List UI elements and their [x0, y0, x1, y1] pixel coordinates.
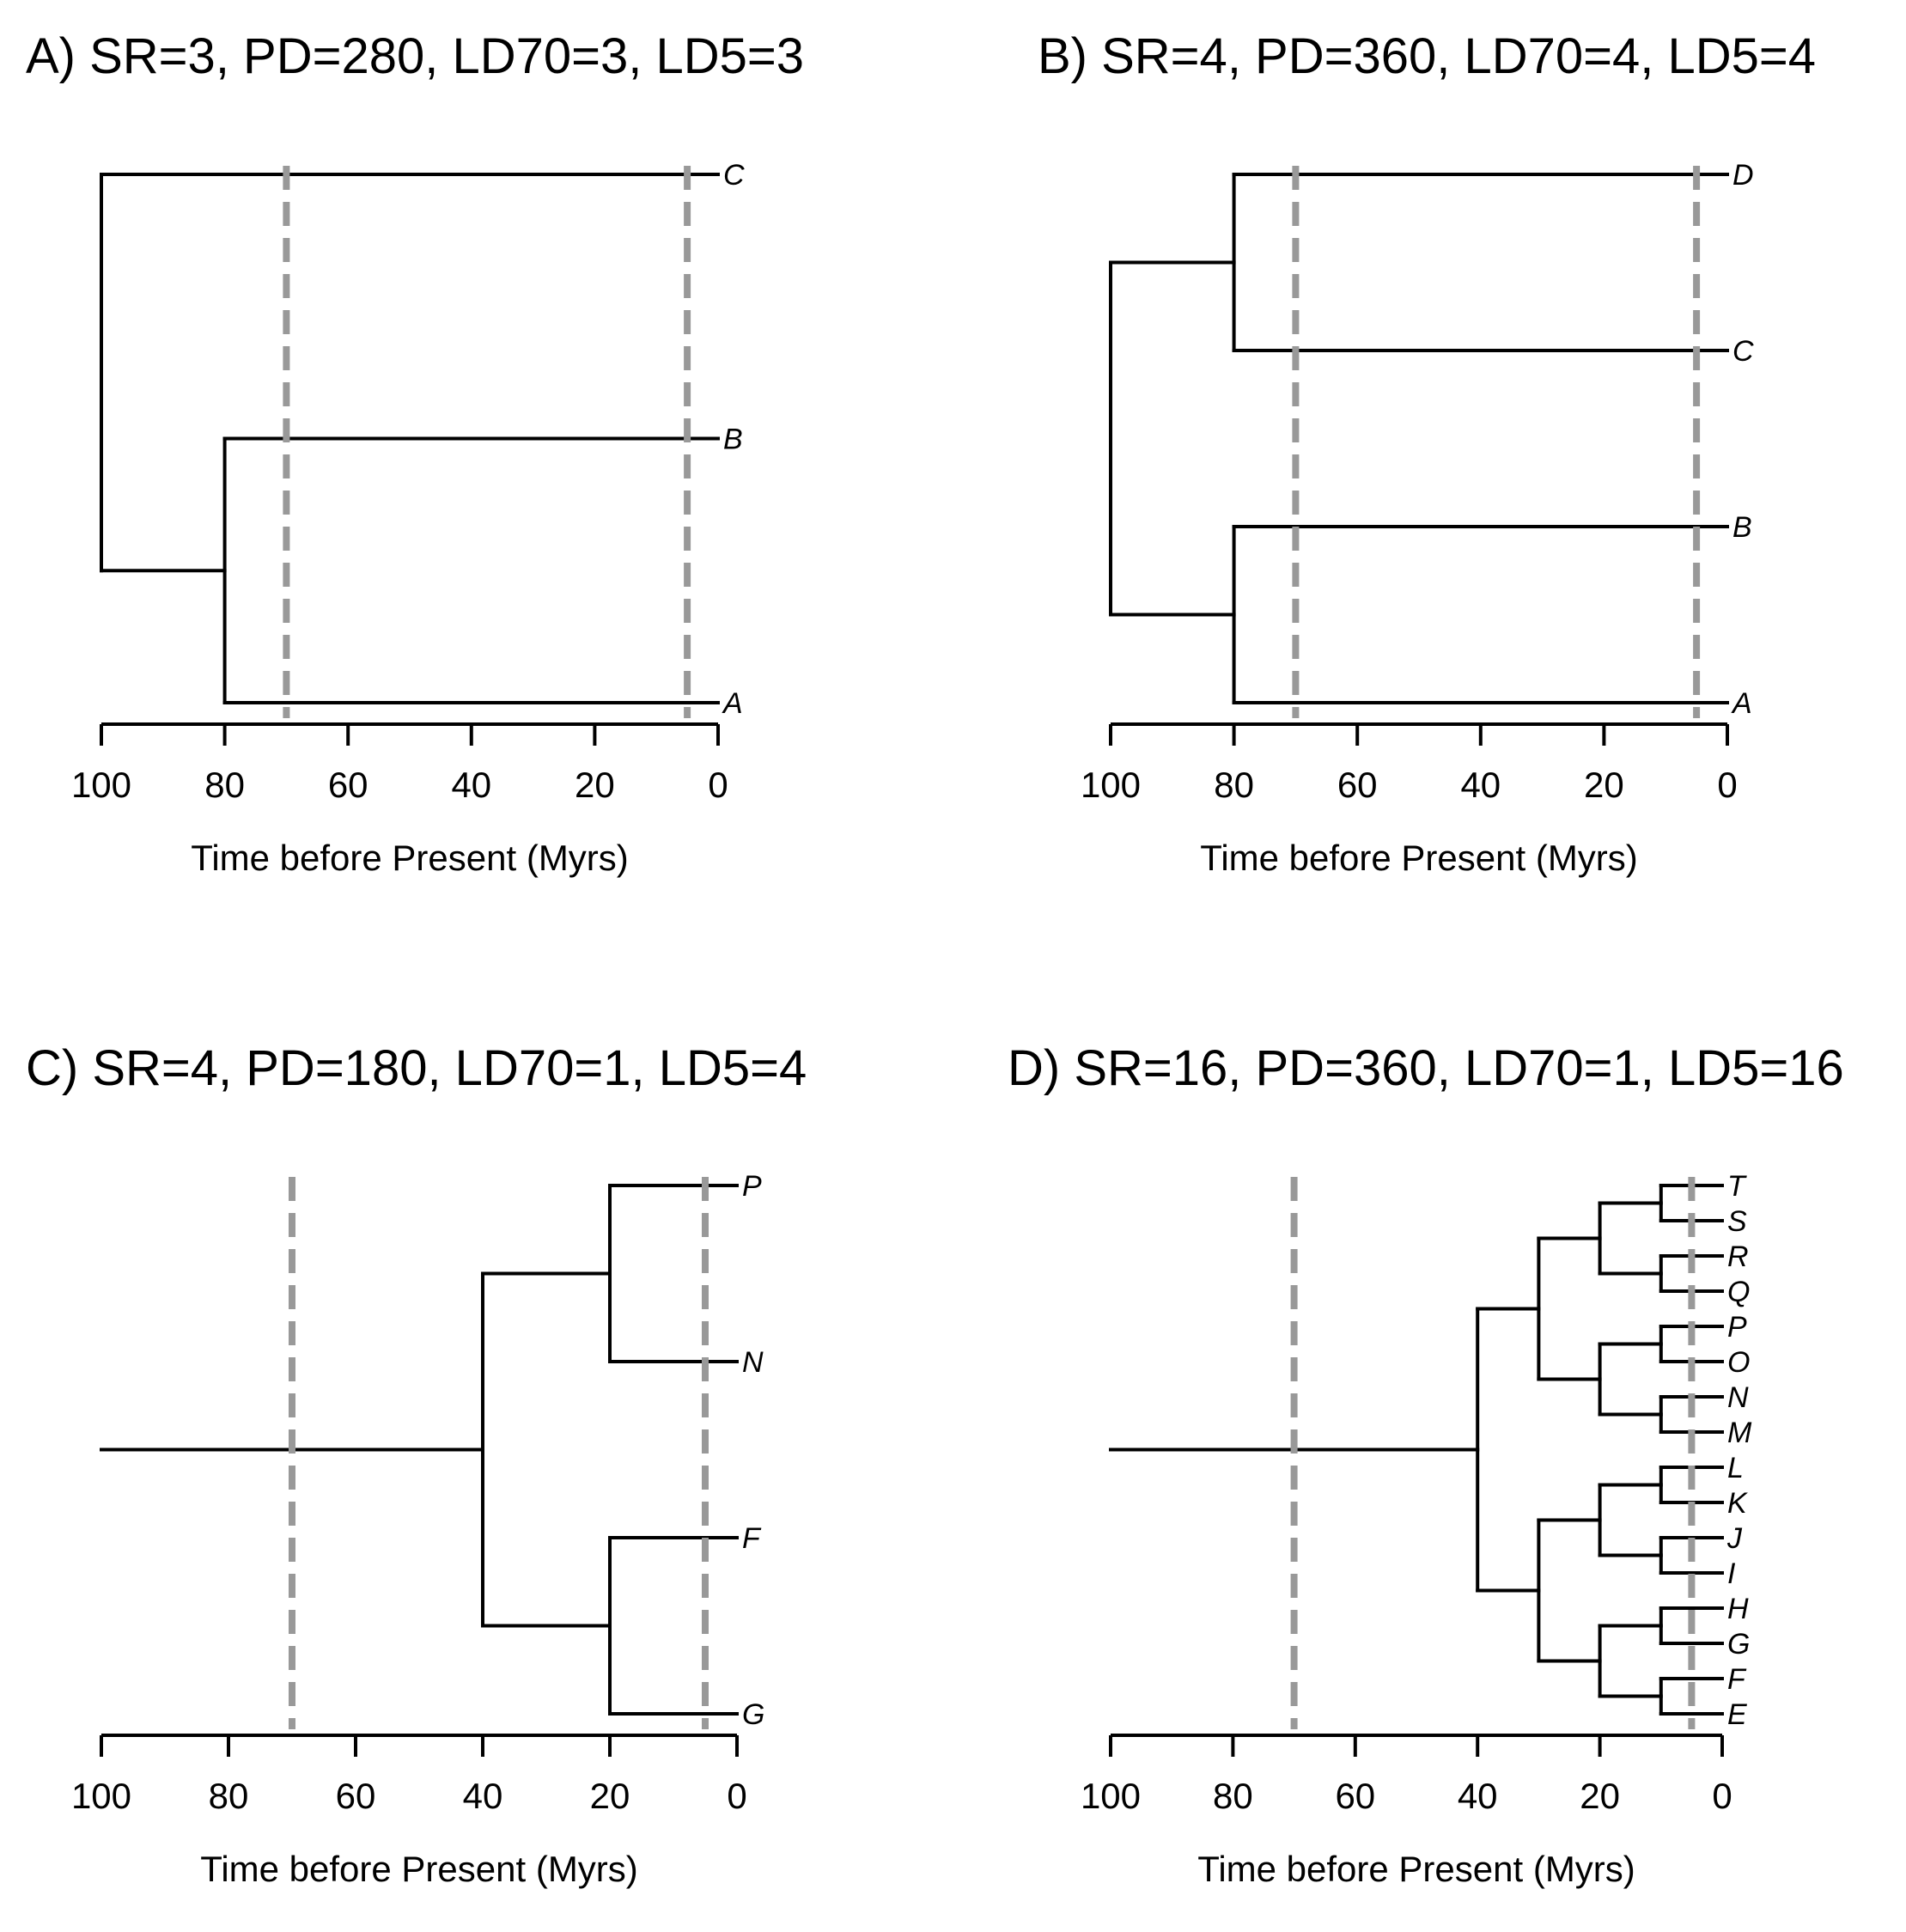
tip-label: C	[1732, 335, 1754, 368]
tree-branches	[100, 1184, 739, 1716]
x-tick-label: 20	[575, 765, 615, 805]
tip-label: P	[742, 1170, 762, 1203]
x-axis-title: Time before Present (Myrs)	[1200, 838, 1638, 878]
tip-label: F	[1727, 1663, 1747, 1696]
tip-label: E	[1727, 1698, 1747, 1731]
x-axis-title: Time before Present (Myrs)	[1197, 1849, 1635, 1889]
x-tick-label: 60	[336, 1776, 376, 1816]
x-tick-label: 20	[1580, 1776, 1620, 1816]
x-tick-label: 60	[1335, 1776, 1375, 1816]
x-tick-label: 40	[1460, 765, 1501, 805]
tip-label: Q	[1727, 1276, 1750, 1308]
x-tick-label: 100	[71, 765, 131, 805]
tip-label: N	[742, 1346, 764, 1379]
tree-branches	[100, 173, 720, 704]
panel-a: A) SR=3, PD=280, LD70=3, LD5=3 C B A 100 80 60…	[26, 28, 804, 878]
tip-label: F	[742, 1522, 762, 1555]
tip-label: G	[1727, 1628, 1750, 1661]
x-tick-label: 100	[71, 1776, 131, 1816]
x-tick-label: 20	[590, 1776, 630, 1816]
tip-label: I	[1727, 1557, 1736, 1590]
tip-label: M	[1727, 1417, 1752, 1449]
x-tick-label: 0	[1717, 765, 1737, 805]
panel-c: C) SR=4, PD=180, LD70=1, LD5=4 P N F G 100 80 6…	[26, 1040, 807, 1889]
tip-label: L	[1727, 1452, 1744, 1484]
panel-d: D) SR=16, PD=360, LD70=1, LD5=16 TSRQPONM…	[1008, 1040, 1844, 1889]
tip-label: A	[722, 687, 743, 720]
tip-label: B	[1732, 511, 1752, 544]
tip-label: P	[1727, 1311, 1747, 1344]
x-axis-title: Time before Present (Myrs)	[191, 838, 629, 878]
x-tick-label: 80	[204, 765, 245, 805]
tip-label: O	[1727, 1346, 1750, 1379]
panel-title: A) SR=3, PD=280, LD70=3, LD5=3	[26, 28, 804, 84]
x-tick-label: 80	[1213, 1776, 1253, 1816]
x-tick-label: 40	[1458, 1776, 1498, 1816]
panel-b: B) SR=4, PD=360, LD70=4, LD5=4 D C B A 100 80 6…	[1038, 28, 1816, 878]
x-tick-label: 100	[1081, 1776, 1141, 1816]
x-tick-label: 0	[708, 765, 728, 805]
panel-title: B) SR=4, PD=360, LD70=4, LD5=4	[1038, 28, 1816, 84]
tip-label: S	[1727, 1205, 1747, 1238]
tip-label: R	[1727, 1240, 1749, 1273]
x-tick-label: 100	[1081, 765, 1141, 805]
tip-label: N	[1727, 1381, 1749, 1414]
x-tick-label: 40	[451, 765, 491, 805]
tip-label: D	[1732, 159, 1754, 192]
tree-branches	[1109, 173, 1729, 704]
x-tick-label: 80	[1214, 765, 1254, 805]
tip-label: A	[1731, 687, 1752, 720]
x-tick-label: 80	[209, 1776, 249, 1816]
x-tick-label: 60	[1337, 765, 1378, 805]
x-tick-label: 20	[1584, 765, 1624, 805]
tree-branches	[1109, 1184, 1724, 1716]
x-tick-label: 40	[463, 1776, 503, 1816]
x-axis-title: Time before Present (Myrs)	[200, 1849, 638, 1889]
x-tick-label: 0	[1712, 1776, 1732, 1816]
x-tick-label: 0	[727, 1776, 746, 1816]
tip-label: T	[1727, 1170, 1747, 1203]
tip-label: G	[742, 1698, 764, 1731]
x-tick-label: 60	[328, 765, 368, 805]
tip-label: C	[723, 159, 745, 192]
tip-label: J	[1726, 1522, 1743, 1555]
tip-label: K	[1727, 1487, 1748, 1520]
tip-label: H	[1727, 1593, 1749, 1625]
panel-title: C) SR=4, PD=180, LD70=1, LD5=4	[26, 1040, 807, 1096]
tip-label: B	[723, 424, 743, 456]
panel-title: D) SR=16, PD=360, LD70=1, LD5=16	[1008, 1040, 1844, 1096]
